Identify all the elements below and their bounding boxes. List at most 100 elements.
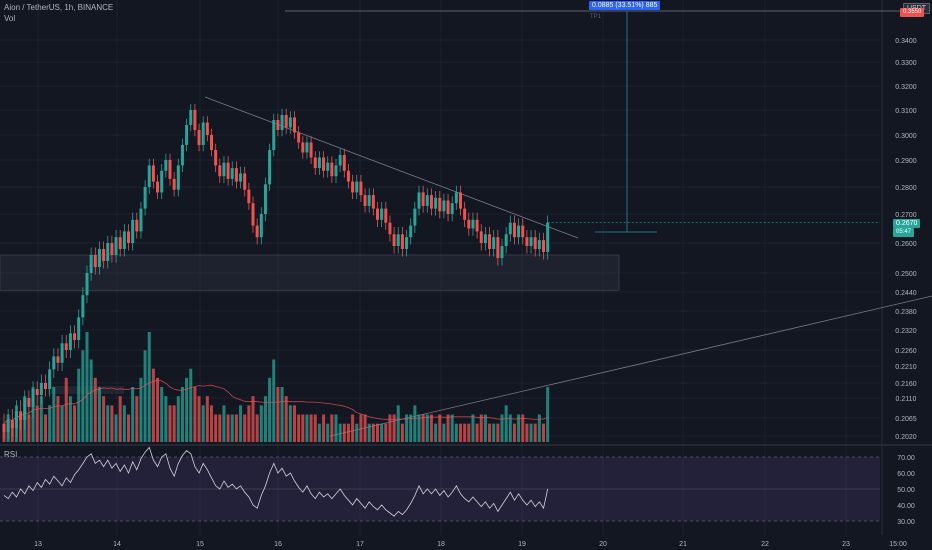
- candle-body: [413, 208, 417, 226]
- volume-bar: [172, 405, 176, 442]
- descending-trendline: [204, 96, 579, 239]
- time-tick-label: 13: [34, 541, 42, 548]
- candle-body: [479, 231, 483, 243]
- candle-body: [44, 383, 47, 389]
- candle-body: [504, 234, 508, 246]
- last-price-tag: 0.2670: [893, 219, 921, 228]
- candle-body: [81, 295, 85, 318]
- candle-body: [301, 142, 305, 153]
- volume-bar: [284, 396, 288, 442]
- candle-body: [52, 356, 56, 370]
- rsi-line: [3, 446, 549, 517]
- candle-body: [251, 203, 255, 226]
- candle-body: [322, 157, 326, 171]
- price-tick-label: 0.2020: [895, 434, 917, 441]
- volume-bar: [89, 359, 93, 442]
- volume-bar: [525, 423, 529, 442]
- candle-body: [193, 110, 197, 130]
- volume-bar: [93, 377, 97, 442]
- volume-bar: [73, 405, 77, 442]
- volume-bar: [351, 414, 355, 442]
- candle-body: [234, 168, 238, 182]
- volume-bar: [479, 414, 483, 442]
- candle-body: [396, 234, 400, 246]
- volume-bar: [459, 423, 462, 442]
- candle-body: [147, 165, 151, 187]
- candle-body: [259, 214, 263, 238]
- candle-body: [14, 411, 18, 428]
- volume-bar: [118, 396, 122, 442]
- volume-legend: Vol: [4, 14, 16, 23]
- candle-body: [189, 110, 193, 125]
- candle-body: [363, 195, 367, 206]
- candle-body: [450, 203, 454, 214]
- volume-bar: [405, 414, 409, 442]
- candle-body: [355, 181, 359, 193]
- volume-bar: [39, 396, 43, 442]
- price-tick-label: 0.2600: [895, 241, 917, 248]
- volume-bar: [276, 387, 280, 442]
- candle-body: [19, 411, 23, 420]
- volume-bar: [322, 414, 326, 442]
- volume-bar: [102, 396, 106, 442]
- time-tick-label: 20: [599, 541, 607, 548]
- candle-body: [421, 192, 425, 206]
- candle-body: [384, 208, 388, 223]
- volume-bar: [64, 377, 68, 442]
- volume-bar: [243, 414, 247, 442]
- volume-bar: [367, 423, 371, 442]
- candle-body: [230, 168, 234, 179]
- candle-body: [392, 234, 396, 246]
- volume-bar: [542, 423, 545, 442]
- volume-bar: [396, 405, 400, 442]
- volume-bar: [438, 414, 442, 442]
- candle-body: [459, 192, 462, 209]
- volume-bar: [122, 405, 126, 442]
- candle-body: [122, 231, 126, 249]
- candle-body: [201, 122, 205, 145]
- volume-bar: [197, 396, 201, 442]
- measure-label[interactable]: 0.0885 (33.51%) 885: [589, 1, 661, 10]
- candle-body: [434, 197, 438, 209]
- volume-bar: [185, 377, 189, 442]
- candle-body: [10, 420, 14, 428]
- candle-body: [218, 165, 222, 177]
- volume-bar: [27, 414, 31, 442]
- candle-body: [342, 155, 346, 171]
- volume-bar: [259, 405, 263, 442]
- candle-body: [23, 398, 27, 420]
- price-tick-label: 0.2065: [895, 416, 917, 423]
- candle-body: [151, 165, 155, 182]
- volume-bar: [363, 414, 367, 442]
- volume-bar: [77, 368, 81, 442]
- candle-body: [139, 208, 143, 232]
- volume-bar: [334, 414, 338, 442]
- candle-body: [533, 237, 537, 249]
- candle-body: [438, 197, 442, 212]
- candle-body: [471, 219, 475, 229]
- volume-bar: [529, 423, 533, 442]
- candle-body: [214, 150, 218, 166]
- candle-body: [263, 184, 267, 214]
- candle-body: [255, 225, 259, 238]
- candle-body: [309, 142, 313, 158]
- candle-body: [293, 117, 296, 133]
- candle-body: [60, 343, 64, 363]
- candle-body: [512, 222, 516, 238]
- price-tick-label: 0.3400: [895, 38, 917, 45]
- volume-bar: [496, 423, 500, 442]
- volume-bar: [546, 387, 550, 442]
- volume-bar: [44, 414, 47, 442]
- volume-bar: [483, 414, 487, 442]
- symbol-title: Aion / TetherUS, 1h, BINANCE: [4, 3, 114, 12]
- candle-body: [351, 181, 355, 193]
- volume-bar: [400, 423, 404, 442]
- volume-bar: [330, 414, 334, 442]
- candle-body: [35, 389, 39, 395]
- candle-body: [446, 200, 450, 214]
- volume-bar: [471, 414, 475, 442]
- candle-body: [268, 150, 272, 185]
- volume-bar: [384, 423, 388, 442]
- volume-bar: [421, 414, 425, 442]
